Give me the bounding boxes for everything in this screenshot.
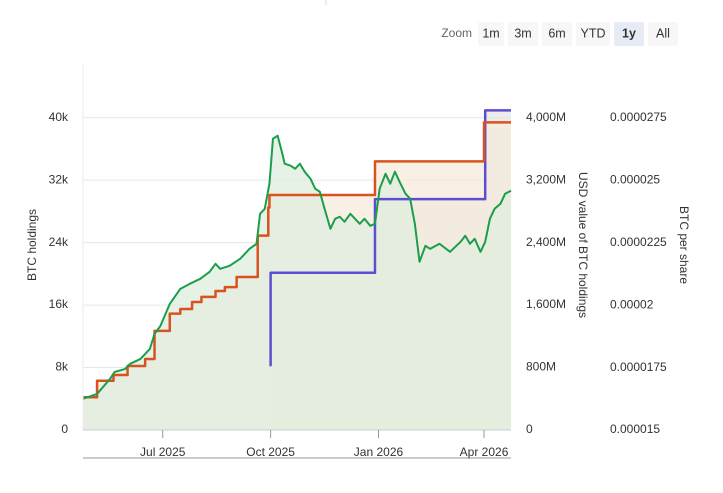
zoom-button[interactable]: 1m: [478, 22, 504, 46]
y-tick-label: 8k: [55, 360, 69, 374]
y2-tick-label: 2,400M: [526, 235, 566, 249]
series-line: [82, 134, 512, 400]
y3-tick-label: 0.00002: [610, 297, 654, 311]
y3-axis-title: BTC per share: [677, 206, 691, 284]
y-tick-label: 24k: [49, 235, 69, 249]
zoom-button-bg: [478, 22, 504, 46]
y2-tick-label: 4,000M: [526, 110, 566, 124]
y3-tick-label: 0.0000175: [610, 360, 667, 374]
x-tick-label: Jul 2025: [140, 445, 186, 459]
zoom-button-label: 6m: [548, 26, 565, 40]
zoom-button[interactable]: 6m: [542, 22, 572, 46]
y-tick-label: 0: [61, 422, 68, 436]
y-tick-label: 32k: [49, 172, 69, 186]
y2-tick-label: 800M: [526, 360, 556, 374]
zoom-button[interactable]: 1y: [614, 22, 644, 46]
y3-tick-label: 0.000025: [610, 173, 660, 187]
zoom-button-bg: [614, 22, 644, 46]
y2-tick-label: 1,600M: [526, 297, 566, 311]
range-selector: Zoom 1m 3m 6m YTD 1y All: [441, 22, 678, 46]
x-tick-label: Jan 2026: [354, 445, 404, 459]
x-tick-label: Apr 2026: [460, 445, 509, 459]
zoom-button-label: 1y: [622, 26, 636, 40]
zoom-button-label: 1m: [482, 26, 499, 40]
zoom-button-bg: [542, 22, 572, 46]
zoom-button-label: All: [656, 26, 670, 40]
y-tick-label: 16k: [49, 297, 69, 311]
series-area: [83, 135, 511, 430]
zoom-button-bg: [508, 22, 538, 46]
y3-tick-label: 0.0000225: [610, 235, 667, 249]
zoom-button[interactable]: All: [648, 22, 678, 46]
y2-tick-label: 3,200M: [526, 172, 566, 186]
y2-axis-title: USD value of BTC holdings: [576, 172, 590, 318]
y3-tick-label: 0.0000275: [610, 110, 667, 124]
y3-tick-label: 0.000015: [610, 422, 660, 436]
x-tick-label: Oct 2025: [246, 445, 295, 459]
zoom-button[interactable]: YTD: [576, 22, 610, 46]
y2-tick-label: 0: [526, 422, 533, 436]
y-tick-label: 40k: [49, 110, 69, 124]
zoom-button-label: 3m: [514, 26, 531, 40]
zoom-button-label: YTD: [581, 26, 606, 40]
zoom-label: Zoom: [441, 26, 472, 40]
y-axis-title: BTC holdings: [25, 209, 39, 281]
zoom-button[interactable]: 3m: [508, 22, 538, 46]
zoom-button-bg: [576, 22, 610, 46]
zoom-button-bg: [648, 22, 678, 46]
